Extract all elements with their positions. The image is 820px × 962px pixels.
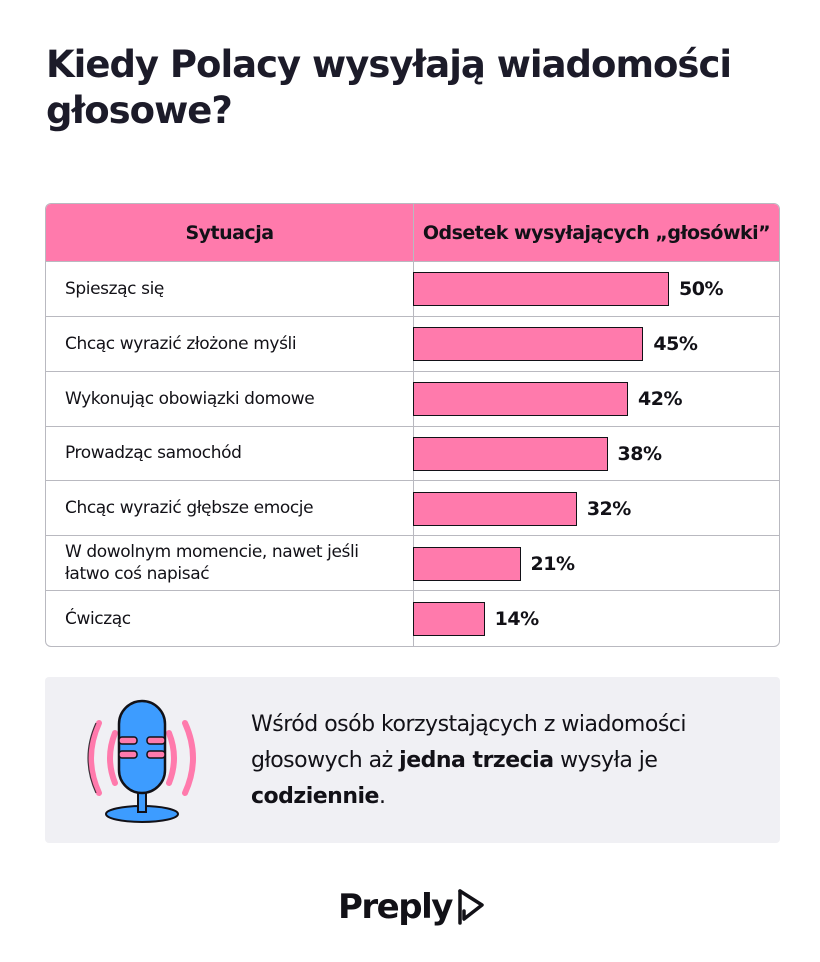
bar <box>413 382 629 417</box>
bar <box>413 491 577 526</box>
situation-label: Chcąc wyrazić złożone myśli <box>65 333 297 354</box>
table-row: Spiesząc się 50% <box>46 262 779 317</box>
column-header-percentage: Odsetek wysyłających „głosówki” <box>413 204 779 262</box>
bar-value-label: 21% <box>530 552 575 575</box>
table-row: Chcąc wyrazić złożone myśli 45% <box>46 316 779 372</box>
info-text: Wśród osób korzystających z wiadomości g… <box>251 712 687 809</box>
table-row: Wykonując obowiązki domowe 42% <box>46 371 779 427</box>
table-row: W dowolnym momencie, nawet jeśli łatwo c… <box>46 536 779 592</box>
microphone-icon <box>87 699 196 823</box>
situation-label: Prowadząc samochód <box>65 443 242 464</box>
situation-label: W dowolnym momencie, nawet jeśli łatwo c… <box>65 542 359 585</box>
highlight-one-third: jedna trzecia <box>399 748 554 773</box>
bar-value-label: 38% <box>617 442 662 465</box>
situation-label: Chcąc wyrazić głębsze emocje <box>65 498 314 519</box>
logo-text: Preply <box>338 887 453 927</box>
bar-value-label: 14% <box>494 607 539 630</box>
bar <box>413 436 608 471</box>
situation-label: Wykonując obowiązki domowe <box>65 388 315 409</box>
bar-value-label: 50% <box>679 278 723 301</box>
preply-logo: Preply <box>338 882 486 932</box>
info-panel: Wśród osób korzystających z wiadomości g… <box>45 677 780 843</box>
bar-value-label: 42% <box>638 388 683 411</box>
situations-table: Sytuacja Odsetek wysyłających „głosówki”… <box>45 203 780 647</box>
situation-label: Spiesząc się <box>65 278 164 299</box>
highlight-daily: codziennie <box>251 784 379 809</box>
bar-value-label: 45% <box>653 333 698 356</box>
bar-value-label: 32% <box>586 497 631 520</box>
bar <box>413 546 521 581</box>
column-header-situation: Sytuacja <box>185 222 274 244</box>
bar <box>413 327 644 362</box>
table-row: Chcąc wyrazić głębsze emocje 32% <box>46 481 779 537</box>
table-header: Sytuacja Odsetek wysyłających „głosówki” <box>46 204 779 262</box>
bar <box>413 601 485 636</box>
table-row: Ćwicząc 14% <box>46 591 779 646</box>
table-row: Prowadząc samochód 38% <box>46 426 779 482</box>
situation-label: Ćwicząc <box>65 608 131 629</box>
bar <box>413 272 669 307</box>
page-title: Kiedy Polacy wysyłają wiadomości głosowe… <box>46 43 732 132</box>
preply-logo-icon <box>458 889 484 925</box>
